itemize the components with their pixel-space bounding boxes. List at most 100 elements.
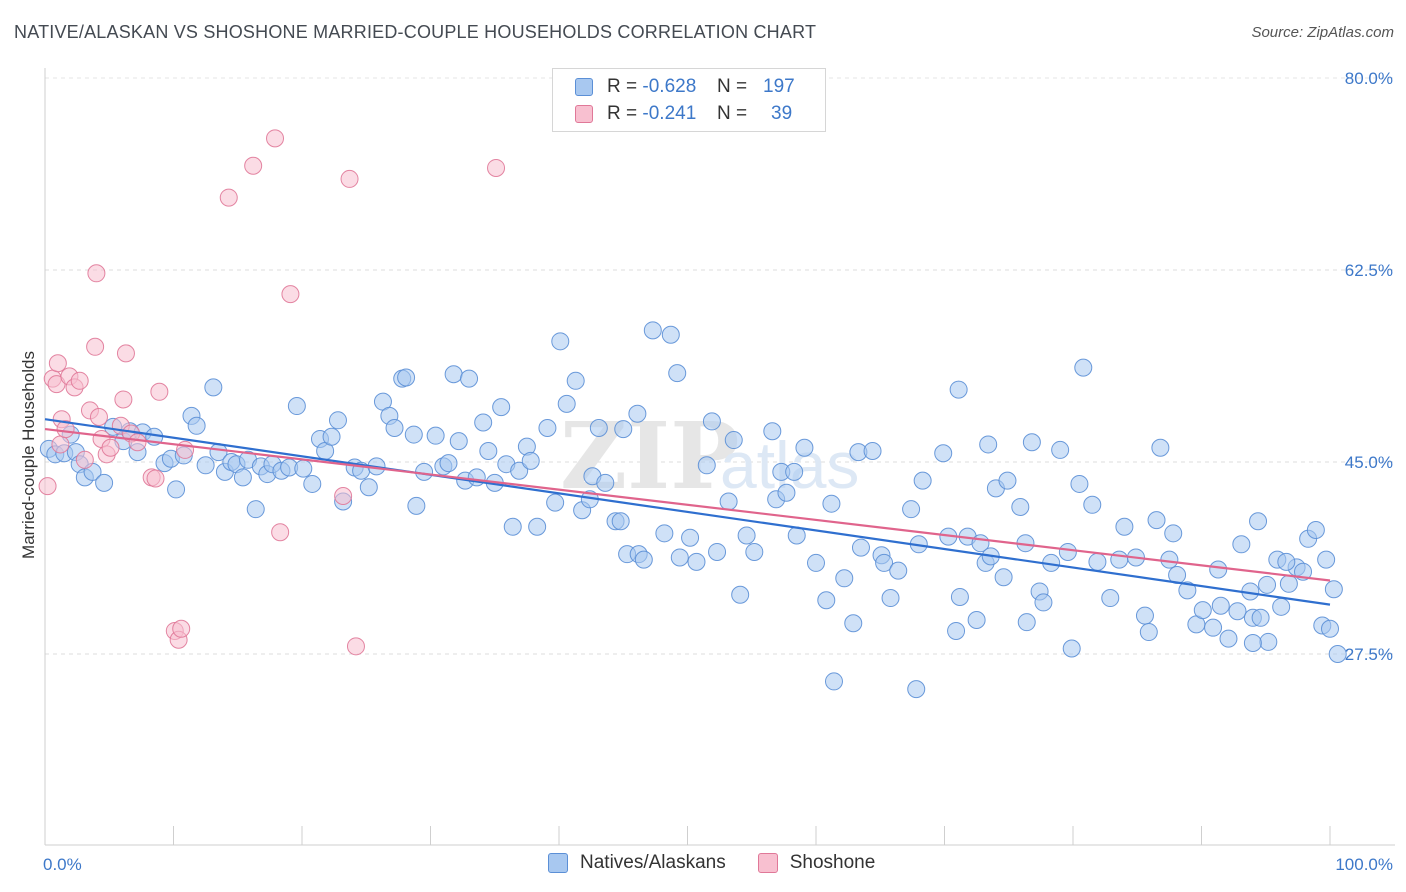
point-natives: [1259, 632, 1278, 651]
point-natives: [294, 459, 313, 478]
point-natives: [889, 561, 908, 580]
point-shoshone: [346, 637, 365, 656]
point-shoshone: [70, 371, 89, 390]
point-natives: [503, 517, 522, 536]
point-natives: [881, 589, 900, 608]
point-natives: [426, 426, 445, 445]
point-shoshone: [266, 129, 285, 148]
point-natives: [328, 411, 347, 430]
point-natives: [844, 614, 863, 633]
point-natives: [1279, 574, 1298, 593]
y-tick-label: 62.5%: [1345, 261, 1393, 280]
point-natives: [795, 438, 814, 457]
point-natives: [1034, 593, 1053, 612]
point-natives: [1211, 596, 1230, 615]
point-natives: [204, 378, 223, 397]
point-shoshone: [86, 337, 105, 356]
legend-item-natives[interactable]: Natives/Alaskans: [548, 852, 726, 874]
point-natives: [724, 431, 743, 450]
point-natives: [196, 456, 215, 475]
point-shoshone: [38, 477, 57, 496]
y-tick-label: 80.0%: [1345, 69, 1393, 88]
point-natives: [745, 542, 764, 561]
point-natives: [934, 444, 953, 463]
point-shoshone: [87, 264, 106, 283]
point-natives: [359, 478, 378, 497]
point-natives: [415, 462, 434, 481]
legend-swatch-natives: [575, 78, 593, 96]
point-shoshone: [146, 469, 165, 488]
source-label: Source: ZipAtlas.com: [1251, 24, 1394, 41]
point-natives: [1258, 575, 1277, 594]
point-natives: [902, 500, 921, 519]
point-shoshone: [128, 433, 147, 452]
point-natives: [449, 432, 468, 451]
point-natives: [1321, 619, 1339, 638]
point-shoshone: [244, 156, 263, 175]
x-tick-label: 100.0%: [1335, 855, 1393, 874]
r-label: R =: [607, 76, 638, 97]
point-shoshone: [114, 390, 133, 409]
point-shoshone: [334, 487, 353, 506]
point-natives: [1232, 535, 1251, 554]
trend-line-natives: [44, 418, 1331, 606]
point-natives: [1160, 550, 1179, 569]
point-natives: [817, 591, 836, 610]
point-natives: [913, 471, 932, 490]
n-value-natives: 197: [763, 76, 795, 97]
point-natives: [1178, 581, 1197, 600]
point-natives: [1147, 511, 1166, 530]
trend-line-shoshone: [44, 427, 1331, 582]
axes: [44, 68, 1395, 846]
point-natives: [950, 587, 969, 606]
point-natives: [95, 473, 114, 492]
point-natives: [479, 442, 498, 461]
point-natives: [998, 471, 1017, 490]
point-shoshone: [56, 420, 75, 439]
legend-swatch-shoshone: [757, 853, 778, 873]
r-label: R =: [607, 103, 638, 124]
point-shoshone: [101, 438, 120, 457]
point-natives: [1306, 521, 1325, 540]
point-natives: [521, 451, 540, 470]
point-natives: [460, 369, 479, 388]
n-label: N =: [717, 103, 748, 124]
point-shoshone: [75, 450, 94, 469]
tick-labels: 27.5% 45.0% 62.5% 80.0% 0.0% 100.0%: [43, 69, 1393, 874]
point-natives: [719, 492, 738, 511]
legend-label-shoshone: Shoshone: [789, 852, 876, 873]
point-natives: [668, 364, 687, 383]
point-natives: [708, 542, 727, 561]
point-natives: [397, 368, 416, 387]
point-shoshone: [487, 158, 506, 177]
point-natives: [687, 552, 706, 571]
n-value-shoshone: 39: [771, 103, 793, 124]
point-shoshone: [116, 344, 135, 363]
legend-swatch-shoshone: [575, 105, 593, 123]
point-natives: [807, 553, 825, 572]
point-natives: [404, 425, 423, 444]
point-natives: [557, 394, 576, 413]
point-natives: [1204, 618, 1223, 637]
point-natives: [661, 325, 680, 344]
point-natives: [1139, 623, 1158, 642]
point-natives: [1110, 550, 1129, 569]
series-legend: Natives/Alaskans Shoshone: [548, 852, 907, 874]
point-natives: [1328, 645, 1347, 663]
point-natives: [628, 404, 647, 423]
point-natives: [246, 500, 265, 519]
point-natives: [596, 473, 615, 492]
point-natives: [474, 413, 493, 432]
point-natives: [785, 462, 804, 481]
point-natives: [1251, 608, 1270, 627]
point-natives: [528, 517, 547, 536]
point-natives: [731, 585, 750, 604]
point-natives: [967, 610, 986, 629]
legend-item-shoshone[interactable]: Shoshone: [757, 852, 876, 874]
point-shoshone: [172, 619, 191, 638]
point-natives: [546, 493, 565, 512]
point-natives: [407, 496, 426, 515]
point-natives: [851, 538, 870, 557]
point-natives: [1272, 597, 1291, 616]
point-natives: [303, 474, 322, 493]
